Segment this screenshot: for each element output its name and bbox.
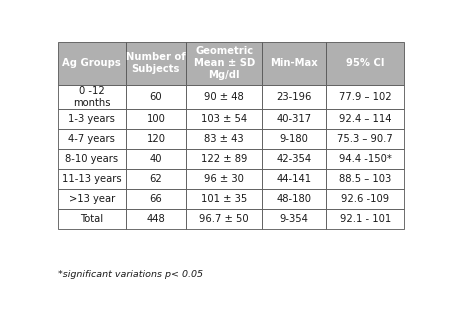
Bar [125, 149, 186, 169]
Text: 101 ± 35: 101 ± 35 [201, 194, 247, 204]
Bar [262, 149, 326, 169]
Text: 8-10 years: 8-10 years [65, 154, 119, 164]
Text: 90 ± 48: 90 ± 48 [204, 92, 244, 102]
Text: 44-141: 44-141 [277, 174, 312, 184]
Text: 40: 40 [150, 154, 162, 164]
Bar [125, 129, 186, 149]
Bar [262, 169, 326, 189]
Bar [262, 209, 326, 229]
Bar [186, 85, 262, 109]
Text: 77.9 – 102: 77.9 – 102 [339, 92, 391, 102]
Text: 66: 66 [149, 194, 162, 204]
Text: 0 -12
months: 0 -12 months [73, 86, 110, 108]
Bar [125, 169, 186, 189]
Bar [326, 109, 404, 129]
Bar [125, 85, 186, 109]
Text: 88.5 – 103: 88.5 – 103 [339, 174, 391, 184]
Text: 92.6 -109: 92.6 -109 [341, 194, 389, 204]
Text: *significant variations p< 0.05: *significant variations p< 0.05 [58, 270, 203, 279]
Text: 9-354: 9-354 [280, 214, 309, 224]
Bar [326, 42, 404, 85]
Bar [326, 209, 404, 229]
Text: Geometric
Mean ± SD
Mg/dl: Geometric Mean ± SD Mg/dl [193, 46, 255, 80]
Text: 96 ± 30: 96 ± 30 [204, 174, 244, 184]
Bar [58, 189, 125, 209]
Text: 96.7 ± 50: 96.7 ± 50 [199, 214, 249, 224]
Bar [58, 149, 125, 169]
Bar [186, 169, 262, 189]
Bar [58, 42, 125, 85]
Bar [186, 189, 262, 209]
Text: 23-196: 23-196 [276, 92, 312, 102]
Text: 122 ± 89: 122 ± 89 [201, 154, 248, 164]
Text: Min-Max: Min-Max [271, 58, 318, 68]
Bar [58, 109, 125, 129]
Text: 48-180: 48-180 [277, 194, 312, 204]
Bar [125, 209, 186, 229]
Text: 103 ± 54: 103 ± 54 [201, 114, 247, 124]
Text: 92.1 - 101: 92.1 - 101 [340, 214, 391, 224]
Text: 448: 448 [147, 214, 165, 224]
Bar [262, 189, 326, 209]
Bar [125, 109, 186, 129]
Text: 40-317: 40-317 [277, 114, 312, 124]
Bar [58, 169, 125, 189]
Bar [186, 149, 262, 169]
Bar [326, 189, 404, 209]
Bar [58, 129, 125, 149]
Bar [186, 42, 262, 85]
Bar [326, 149, 404, 169]
Bar [58, 209, 125, 229]
Text: 62: 62 [149, 174, 162, 184]
Bar [326, 129, 404, 149]
Bar [262, 85, 326, 109]
Bar [186, 129, 262, 149]
Bar [262, 42, 326, 85]
Text: 1-3 years: 1-3 years [69, 114, 115, 124]
Text: >13 year: >13 year [69, 194, 115, 204]
Bar [186, 209, 262, 229]
Text: 60: 60 [150, 92, 162, 102]
Text: Total: Total [80, 214, 103, 224]
Text: Ag Groups: Ag Groups [63, 58, 121, 68]
Bar [186, 109, 262, 129]
Bar [58, 85, 125, 109]
Bar [125, 42, 186, 85]
Bar [262, 109, 326, 129]
Bar [125, 189, 186, 209]
Text: Number of
Subjects: Number of Subjects [126, 52, 186, 74]
Text: 42-354: 42-354 [277, 154, 312, 164]
Text: 9-180: 9-180 [280, 134, 309, 144]
Text: 92.4 – 114: 92.4 – 114 [339, 114, 391, 124]
Text: 100: 100 [147, 114, 166, 124]
Text: 4-7 years: 4-7 years [69, 134, 115, 144]
Bar [326, 169, 404, 189]
Bar [262, 129, 326, 149]
Text: 75.3 – 90.7: 75.3 – 90.7 [337, 134, 393, 144]
Text: 94.4 -150*: 94.4 -150* [339, 154, 391, 164]
Text: 95% CI: 95% CI [346, 58, 384, 68]
Text: 83 ± 43: 83 ± 43 [204, 134, 244, 144]
Bar [326, 85, 404, 109]
Text: 11-13 years: 11-13 years [62, 174, 122, 184]
Text: 120: 120 [147, 134, 166, 144]
